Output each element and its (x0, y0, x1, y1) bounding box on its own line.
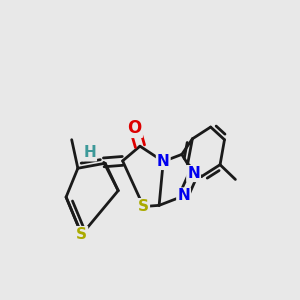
Text: S: S (76, 227, 87, 242)
Text: S: S (138, 199, 149, 214)
Text: N: N (187, 166, 200, 181)
Text: H: H (83, 146, 96, 160)
Text: N: N (157, 154, 169, 169)
Text: O: O (128, 119, 142, 137)
Text: N: N (177, 188, 190, 203)
